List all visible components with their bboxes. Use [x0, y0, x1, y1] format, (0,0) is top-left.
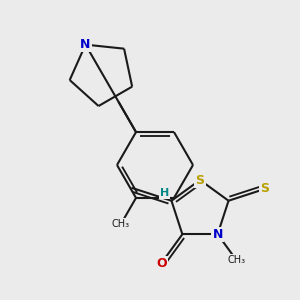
- Text: CH₃: CH₃: [227, 255, 245, 265]
- Text: S: S: [196, 173, 205, 187]
- Text: N: N: [80, 38, 91, 51]
- Text: H: H: [160, 188, 170, 198]
- Text: S: S: [260, 182, 269, 196]
- Text: N: N: [212, 228, 223, 241]
- Text: O: O: [156, 257, 166, 270]
- Text: CH₃: CH₃: [112, 219, 130, 229]
